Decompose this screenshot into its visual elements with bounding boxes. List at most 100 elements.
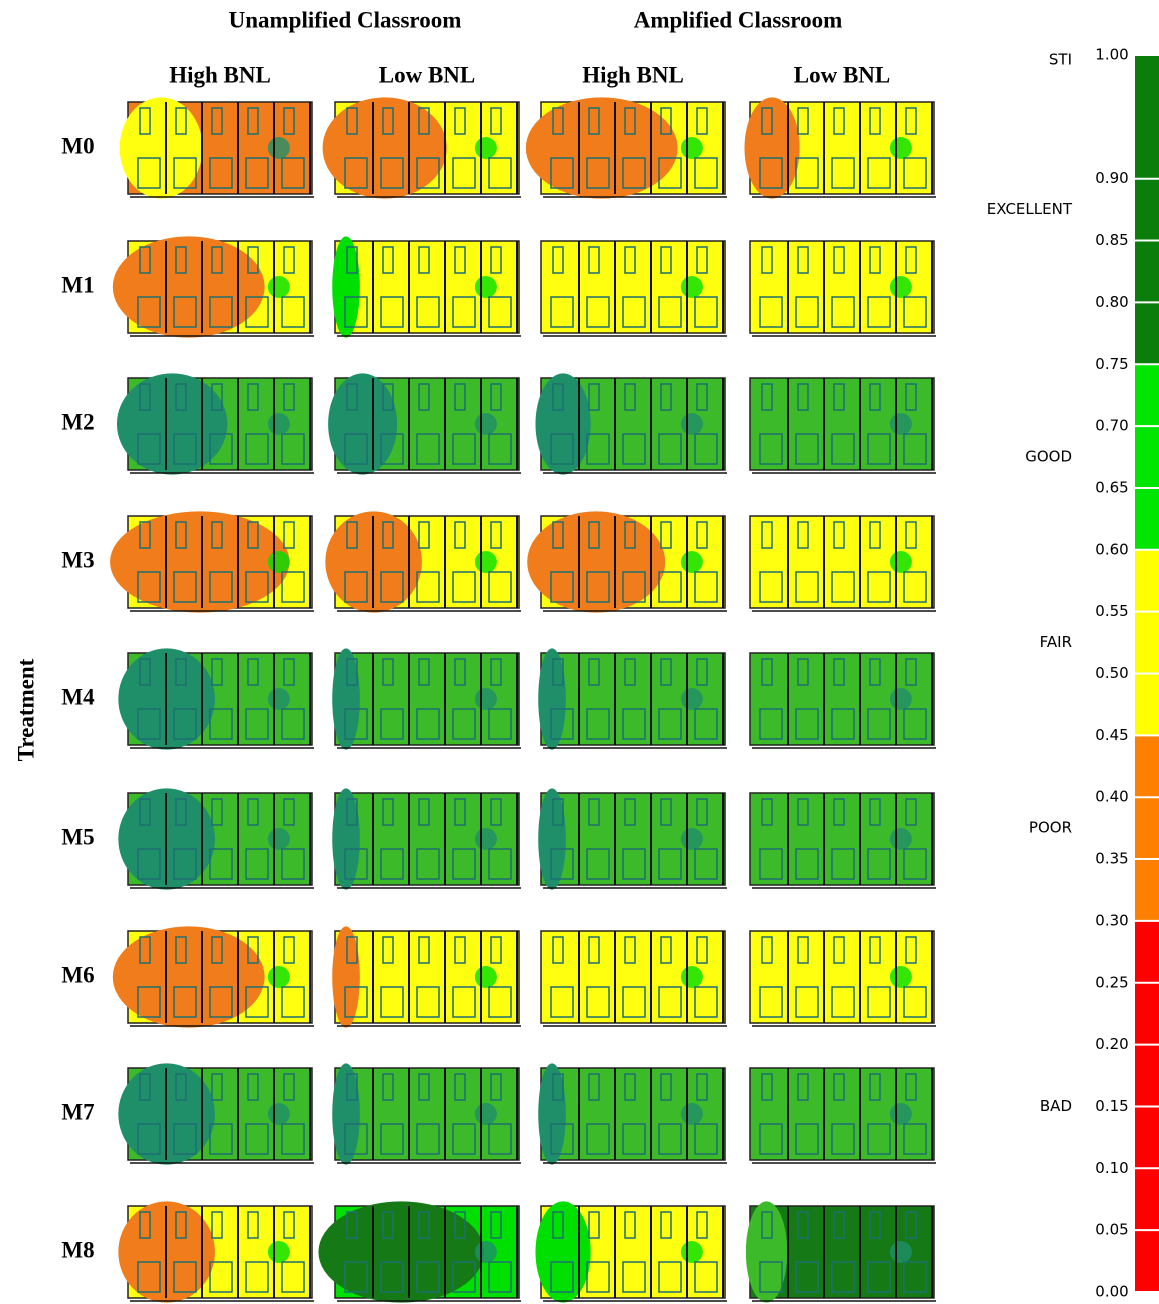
row-label: M0 (61, 133, 94, 158)
desk (380, 1261, 404, 1293)
desk (452, 157, 476, 189)
speaker-zone (889, 137, 912, 159)
desk (137, 986, 161, 1018)
desk (488, 708, 512, 740)
desk (660, 936, 672, 964)
row-label: M8 (61, 1237, 94, 1262)
desk (452, 986, 476, 1018)
desk (658, 296, 682, 328)
desk (903, 571, 927, 603)
classroom-panel (328, 373, 521, 475)
desk (175, 1073, 187, 1101)
speaker-zone (680, 413, 703, 435)
classroom-panel (110, 511, 314, 613)
desk (867, 1261, 891, 1293)
desk (831, 433, 855, 465)
desk (905, 521, 917, 549)
desk (869, 107, 881, 135)
desk (550, 157, 574, 189)
panel-zone (110, 511, 290, 613)
legend-tick-label: 0.75 (1095, 355, 1128, 373)
desk (283, 1211, 295, 1239)
desk (795, 708, 819, 740)
desk (209, 157, 233, 189)
desk (761, 246, 773, 274)
desk (550, 1123, 574, 1155)
desk (418, 383, 430, 411)
desk (759, 708, 783, 740)
panel-zone (535, 1201, 591, 1303)
legend-tick-label: 1.00 (1095, 46, 1128, 64)
desk (452, 848, 476, 880)
desk (211, 246, 223, 274)
desk (588, 1211, 600, 1239)
desk (139, 383, 151, 411)
desk (454, 936, 466, 964)
desk (454, 383, 466, 411)
desk (382, 798, 394, 826)
desk (552, 798, 564, 826)
desk (761, 521, 773, 549)
desk (173, 296, 197, 328)
legend-band (1135, 549, 1159, 736)
row-label: M5 (61, 824, 94, 849)
panel-zone (328, 373, 398, 475)
desk (139, 521, 151, 549)
desk (660, 107, 672, 135)
desk (658, 433, 682, 465)
classroom-panel (540, 930, 727, 1027)
classroom-panel (749, 652, 936, 749)
speaker-zone (267, 276, 290, 298)
legend-tick-label: 0.15 (1095, 1097, 1128, 1115)
panel-zone (112, 236, 265, 338)
desk (660, 246, 672, 274)
desk (586, 1261, 610, 1293)
legend-tick-label: 0.10 (1095, 1159, 1128, 1177)
desk (382, 1073, 394, 1101)
desk (416, 1123, 440, 1155)
desk (869, 658, 881, 686)
desk (867, 571, 891, 603)
classroom-panel (322, 97, 521, 199)
panel-zone (538, 1063, 566, 1165)
desk (869, 246, 881, 274)
desk (344, 433, 368, 465)
desk (452, 1261, 476, 1293)
desk (490, 658, 502, 686)
desk (175, 936, 187, 964)
speaker-zone (680, 137, 703, 159)
classroom-panel (540, 240, 727, 337)
desk (488, 157, 512, 189)
column-header: Low BNL (794, 62, 891, 87)
panel-zone (538, 788, 566, 890)
desk (245, 296, 269, 328)
desk (831, 708, 855, 740)
desk (173, 708, 197, 740)
panel-zone (744, 97, 800, 199)
desk (139, 1073, 151, 1101)
panel-zone (322, 97, 447, 199)
desk (586, 708, 610, 740)
legend-tick-label: 0.00 (1095, 1283, 1128, 1301)
desk (552, 1073, 564, 1101)
row-label: M2 (61, 409, 94, 434)
legend-band-label: BAD (1040, 1097, 1072, 1115)
desk (869, 798, 881, 826)
desk (831, 848, 855, 880)
desk (452, 1123, 476, 1155)
desk (454, 658, 466, 686)
desk (283, 1073, 295, 1101)
desk (660, 521, 672, 549)
desk (797, 246, 809, 274)
panel-zone (116, 373, 228, 475)
speaker-zone (267, 966, 290, 988)
desk (346, 1073, 358, 1101)
desk (175, 798, 187, 826)
classroom-panel (749, 1067, 936, 1164)
classroom-panel (116, 373, 314, 475)
speaker-zone (889, 551, 912, 573)
desk (488, 848, 512, 880)
desk (622, 1123, 646, 1155)
desk (831, 1261, 855, 1293)
classroom-panel (118, 1201, 314, 1303)
